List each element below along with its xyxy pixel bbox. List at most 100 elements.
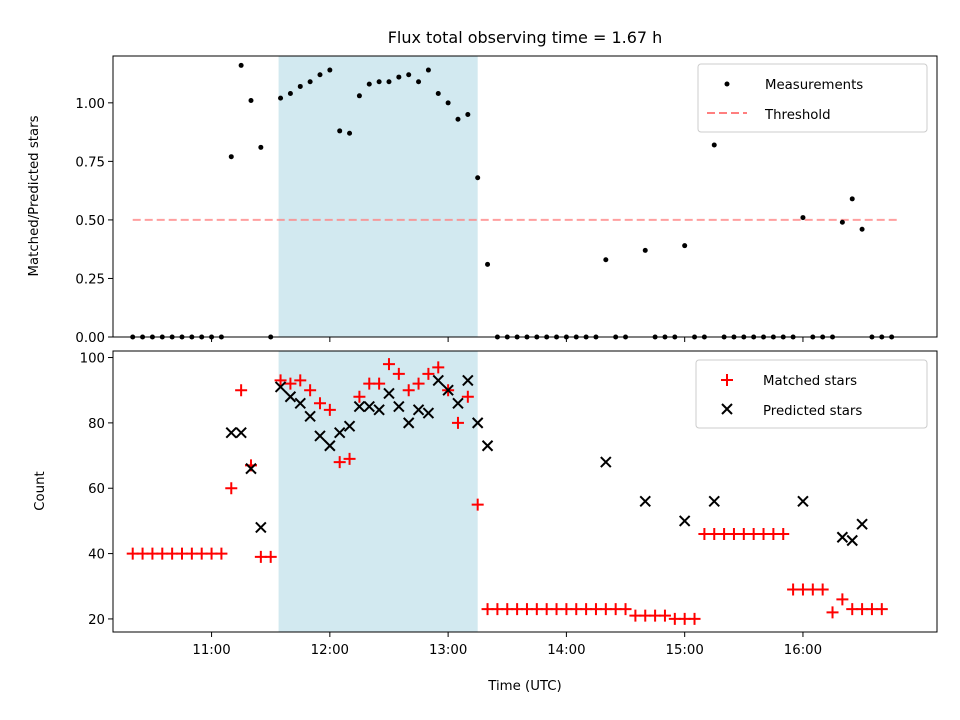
predicted-star-point xyxy=(402,417,415,429)
matched-star-point xyxy=(323,403,336,416)
predicted-star-point xyxy=(235,426,247,439)
bottom-y-tick-label: 100 xyxy=(80,352,105,367)
bottom-x-tick-label: 16:00 xyxy=(784,643,822,658)
matched-star-point xyxy=(432,361,445,374)
matched-star-point xyxy=(392,367,405,380)
measurement-point xyxy=(711,142,717,148)
bottom-y-tick-label: 80 xyxy=(88,417,105,432)
matched-star-point xyxy=(422,367,435,380)
matched-star-point xyxy=(619,603,632,616)
predicted-star-point xyxy=(442,384,454,396)
bottom-axes-frame xyxy=(112,350,938,633)
bottom-panel: 20 40 60 80 100 11:00 12:00 13:00 14:00 15:00 16:0… xyxy=(33,350,938,694)
predicted-star-point xyxy=(432,374,444,387)
measurement-point xyxy=(248,97,254,103)
legend-label-threshold: Threshold xyxy=(764,108,831,123)
measurement-point xyxy=(455,116,461,122)
measurement-point xyxy=(800,215,806,221)
top-y-tick-label: 0.00 xyxy=(75,331,105,346)
predicted-star-point xyxy=(471,417,484,429)
measurement-point xyxy=(238,62,244,68)
bottom-x-tick-label: 15:00 xyxy=(666,643,704,658)
measurement-point xyxy=(839,219,845,225)
top-y-tick-label: 0.50 xyxy=(75,214,105,229)
top-y-tick-label: 1.00 xyxy=(75,97,105,112)
predicted-star-point xyxy=(245,462,257,475)
bottom-x-tick-label: 14:00 xyxy=(547,643,585,658)
measurement-point xyxy=(376,79,382,85)
measurement-point xyxy=(435,90,441,96)
measurement-point xyxy=(859,226,865,232)
predicted-star-point xyxy=(481,440,494,452)
measurement-point xyxy=(327,67,333,73)
matched-star-point xyxy=(875,603,888,616)
legend-marker-matched-stars xyxy=(721,374,733,386)
matched-star-point xyxy=(284,377,297,390)
top-y-tick-label: 0.25 xyxy=(75,272,105,287)
matched-star-point xyxy=(313,397,326,410)
measurement-point xyxy=(682,243,688,249)
measurement-point xyxy=(297,83,303,89)
measurement-point xyxy=(396,74,402,80)
predicted-star-point xyxy=(452,397,464,409)
measurement-point xyxy=(416,79,422,85)
predicted-star-point xyxy=(255,521,267,534)
matched-star-point xyxy=(412,377,425,390)
matched-star-point xyxy=(274,374,287,387)
predicted-star-point xyxy=(836,531,849,543)
matched-star-point xyxy=(451,416,464,429)
predicted-star-point xyxy=(412,404,425,416)
measurement-point xyxy=(317,72,323,78)
predicted-star-point xyxy=(304,410,316,423)
legend-label-predicted-stars: Predicted stars xyxy=(763,404,862,419)
matched-star-point xyxy=(658,609,671,622)
measurement-point xyxy=(406,72,412,78)
predicted-star-point xyxy=(678,515,691,527)
predicted-star-point xyxy=(333,426,346,439)
predicted-star-point xyxy=(324,440,336,452)
matched-star-point xyxy=(304,384,317,397)
bottom-legend-box xyxy=(695,359,928,429)
matched-star-point xyxy=(353,390,366,403)
predicted-star-point xyxy=(294,397,306,409)
matched-star-point xyxy=(836,593,849,606)
measurement-point xyxy=(445,100,451,106)
top-axes-frame xyxy=(112,55,938,338)
legend-marker-measurements xyxy=(724,81,730,87)
bottom-legend: Matched stars Predicted stars xyxy=(695,359,928,429)
predicted-star-point xyxy=(363,400,375,413)
predicted-star-point xyxy=(373,404,385,416)
matched-star-point xyxy=(461,390,474,403)
x-axis-label: Time (UTC) xyxy=(487,679,562,694)
bottom-y-axis-label: Count xyxy=(33,471,48,511)
matched-star-point xyxy=(215,547,228,560)
measurement-point xyxy=(603,257,609,263)
measurement-point xyxy=(465,112,471,118)
measurement-point xyxy=(386,79,392,85)
measurement-point xyxy=(475,175,481,181)
predicted-star-point xyxy=(343,420,356,432)
matched-star-point xyxy=(382,358,395,371)
measurement-point xyxy=(307,79,313,85)
measurement-point xyxy=(337,128,343,134)
matched-star-point xyxy=(343,452,356,465)
matched-star-point xyxy=(471,498,484,511)
measurement-point xyxy=(366,81,372,87)
predicted-star-point xyxy=(353,400,366,413)
observing-window-shading-bottom xyxy=(278,351,478,632)
predicted-star-point xyxy=(639,495,651,508)
measurement-point xyxy=(356,93,362,99)
bottom-x-tick-label: 13:00 xyxy=(429,643,467,658)
predicted-star-point xyxy=(274,381,287,393)
matched-star-point xyxy=(235,384,248,397)
measurement-point xyxy=(485,261,491,267)
predicted-star-point xyxy=(284,391,297,403)
matched-star-point xyxy=(826,606,839,619)
top-legend: Measurements Threshold xyxy=(697,63,928,133)
predicted-star-point xyxy=(856,518,868,530)
measurement-point xyxy=(287,90,293,96)
predicted-star-point xyxy=(708,495,720,508)
matched-star-point xyxy=(402,384,415,397)
bottom-y-tick-label: 40 xyxy=(88,548,105,563)
predicted-star-point xyxy=(600,456,612,468)
